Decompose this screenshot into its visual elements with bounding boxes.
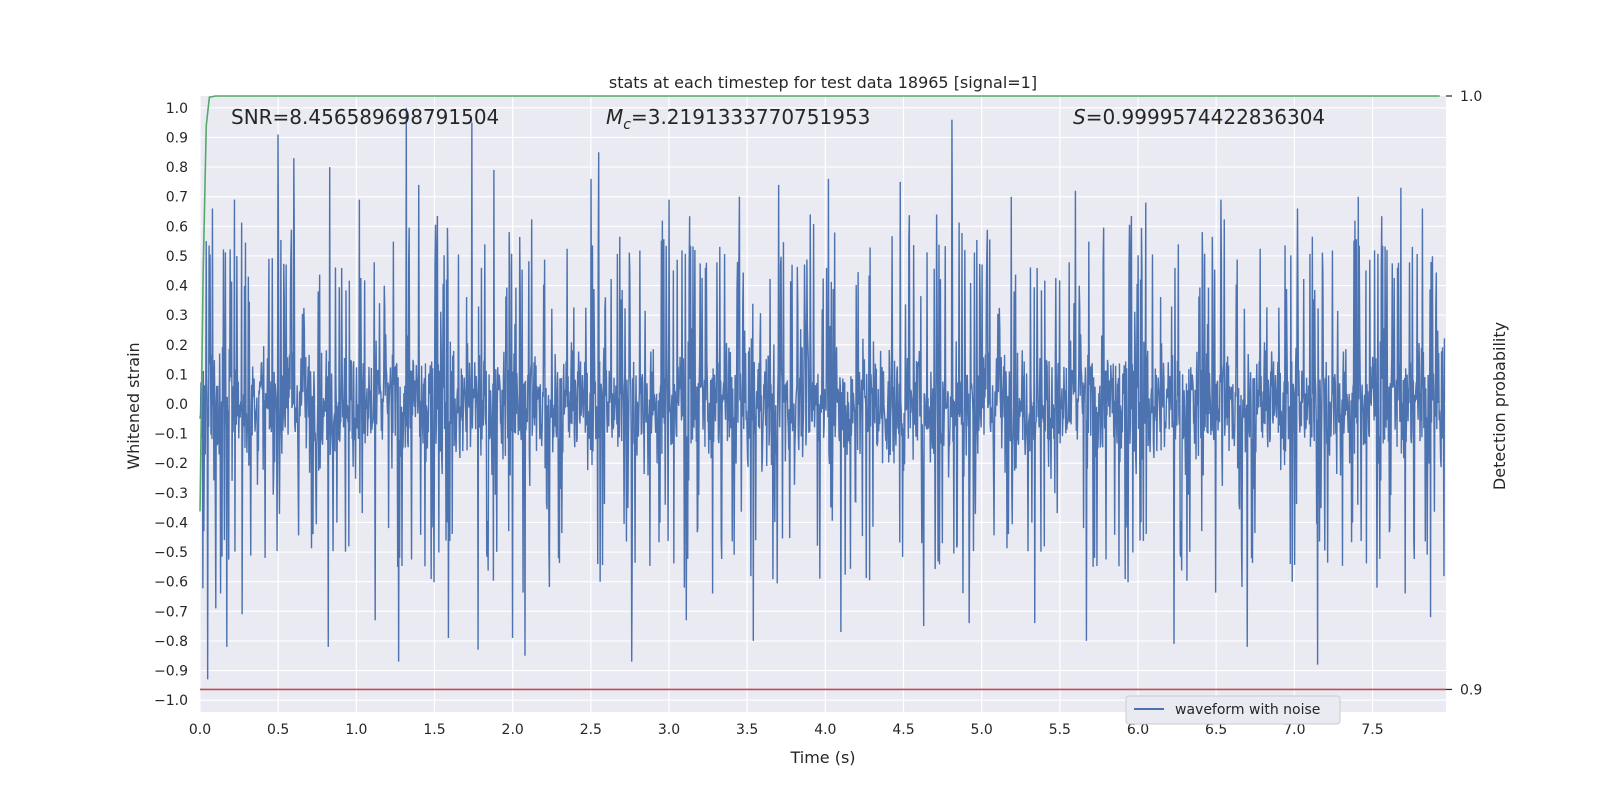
legend-label: waveform with noise [1175,702,1320,718]
y-tick-label: 0.8 [166,160,188,176]
y-tick-label: −0.9 [154,664,188,680]
y-axis-right-label: Detection probability [1490,322,1509,490]
chart-title: stats at each timestep for test data 189… [609,73,1037,92]
x-tick-label: 3.0 [658,722,680,738]
x-tick-label: 4.0 [814,722,836,738]
left-axis-ticks: 1.0 0.9 0.8 0.7 0.6 0.5 0.4 0.3 0.2 0.1 0.0 −0.1 −0.… [154,101,188,709]
y-right-tick-label: 0.9 [1460,682,1482,698]
x-tick-label: 1.0 [345,722,367,738]
y-tick-label: −0.1 [154,427,188,443]
y-tick-label: 0.3 [166,308,188,324]
mc-subscript: c [623,117,631,133]
x-tick-label: 0.0 [189,722,211,738]
y-tick-label: 1.0 [166,101,188,117]
s-value: =0.9999574422836304 [1086,105,1325,129]
y-axis-label: Whitened strain [124,342,143,469]
legend: waveform with noise [1125,695,1341,725]
y-tick-label: −0.7 [154,604,188,620]
mc-annotation: Mc=3.2191333770751953 [606,105,870,133]
y-tick-label: 0.5 [166,249,188,265]
detection-probability-line [199,95,1440,512]
mc-value: =3.2191333770751953 [631,105,870,129]
x-tick-label: 5.0 [971,722,993,738]
x-axis-label: Time (s) [789,748,855,767]
y-tick-label: −0.4 [154,515,188,531]
y-tick-label: 0.6 [166,219,188,235]
series-layer [199,95,1446,691]
x-axis-ticks: 0.0 0.5 1.0 1.5 2.0 2.5 3.0 3.5 4.0 4.5 5.0 5.5 6.0 6… [189,722,1384,738]
mc-symbol: M [606,105,623,129]
y-tick-label: −0.5 [154,545,188,561]
x-tick-label: 6.0 [1127,722,1149,738]
y-tick-label: 0.2 [166,338,188,354]
x-tick-label: 5.5 [1049,722,1071,738]
waveform-series-line [199,107,1446,680]
s-symbol: S [1073,105,1086,129]
x-tick-label: 1.5 [423,722,445,738]
x-tick-label: 6.5 [1205,722,1227,738]
y-tick-label: 0.0 [166,397,188,413]
y-tick-label: 0.9 [166,130,188,146]
y-tick-label: 0.1 [166,367,188,383]
right-axis-ticks: 1.0 0.9 [1446,89,1482,698]
y-tick-label: −0.2 [154,456,188,472]
y-tick-label: −0.6 [154,575,188,591]
legend-box [1125,695,1341,725]
x-tick-label: 2.5 [580,722,602,738]
x-tick-label: 7.0 [1283,722,1305,738]
grid [199,96,1446,712]
x-tick-label: 2.0 [502,722,524,738]
y-tick-label: −0.8 [154,634,188,650]
y-tick-label: 0.7 [166,190,188,206]
y-right-tick-label: 1.0 [1460,89,1482,105]
s-annotation: S=0.9999574422836304 [1073,105,1325,129]
x-tick-label: 0.5 [267,722,289,738]
x-tick-label: 7.5 [1361,722,1383,738]
x-tick-label: 3.5 [736,722,758,738]
y-tick-label: −1.0 [154,693,188,709]
snr-annotation: SNR=8.456589698791504 [231,105,499,129]
y-tick-label: −0.3 [154,486,188,502]
y-tick-label: 0.4 [166,279,188,295]
x-tick-label: 4.5 [892,722,914,738]
